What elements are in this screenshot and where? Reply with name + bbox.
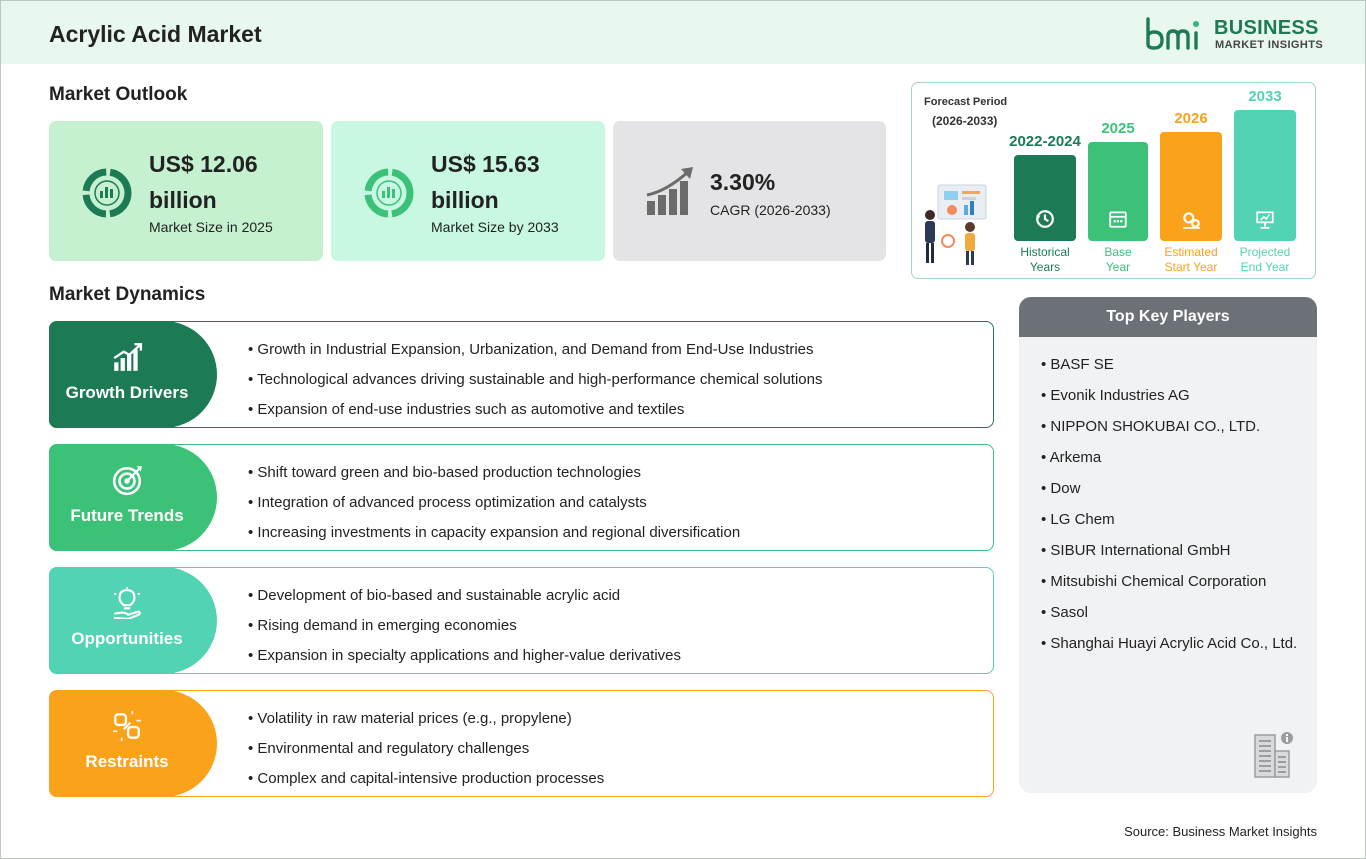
forecast-subtitle: (2026-2033): [932, 114, 998, 128]
dynamics-points: • Shift toward green and bio-based produ…: [248, 459, 740, 549]
forecast-label-0: Historical Years: [1020, 245, 1070, 274]
lightbulb-hand-icon: [113, 587, 141, 619]
player-item: • Sasol: [1041, 604, 1088, 621]
forecast-year-1: 2025: [1101, 120, 1135, 137]
list-item: • Technological advances driving sustain…: [248, 371, 823, 388]
dynamics-category-label: Future Trends: [70, 506, 184, 525]
player-item: • Dow: [1041, 480, 1081, 497]
dynamics-points: • Development of bio-based and sustainab…: [248, 582, 681, 672]
player-item: • Evonik Industries AG: [1041, 387, 1190, 404]
kpi-value: US$ 15.63 billion: [431, 151, 540, 213]
player-item: • NIPPON SHOKUBAI CO., LTD.: [1041, 418, 1261, 435]
logo-business-text: BUSINESS: [1214, 17, 1319, 39]
kpi-card-cagr: 3.30% CAGR (2026-2033): [613, 121, 886, 261]
gears-icon: [1183, 212, 1200, 229]
top-key-players-title: Top Key Players: [1019, 297, 1317, 337]
logo-market-insights-text: MARKET INSIGHTS: [1215, 39, 1324, 51]
growth-chart-icon: [113, 343, 143, 371]
forecast-title: Forecast Period: [924, 96, 1008, 108]
presentation-icon: [1256, 211, 1274, 229]
office-building-icon: [1254, 732, 1293, 778]
list-item: • Complex and capital-intensive producti…: [248, 770, 605, 787]
top-key-players-panel: Top Key Players • BASF SE • Evonik Indust…: [1019, 297, 1317, 793]
list-item: • Expansion in specialty applications an…: [248, 647, 682, 664]
dynamics-category-label: Opportunities: [71, 629, 183, 648]
forecast-bar-0: [1014, 155, 1076, 241]
forecast-bar-2: [1160, 132, 1222, 241]
list-item: • Shift toward green and bio-based produ…: [248, 464, 642, 481]
company-logo: BUSINESS MARKET INSIGHTS: [1144, 14, 1324, 54]
kpi-card-market-size-2033: US$ 15.63 billion Market Size by 2033: [331, 121, 605, 261]
people-analytics-illustration: [925, 184, 987, 265]
market-outlook-title: Market Outlook: [49, 84, 188, 105]
list-item: • Growth in Industrial Expansion, Urbani…: [248, 341, 814, 358]
dynamics-card-growth-drivers: Growth Drivers • Growth in Industrial Exp…: [49, 321, 994, 428]
dynamics-card-opportunities: Opportunities • Development of bio-based …: [49, 567, 994, 674]
player-item: • Mitsubishi Chemical Corporation: [1041, 573, 1267, 590]
dynamics-points: • Growth in Industrial Expansion, Urbani…: [248, 336, 822, 426]
donut-chart-icon: [364, 168, 414, 218]
dynamics-category-label: Growth Drivers: [65, 383, 189, 402]
dynamics-points: • Volatility in raw material prices (e.g…: [248, 705, 604, 795]
calendar-icon: [1109, 211, 1127, 228]
source-note: Source: Business Market Insights: [1124, 824, 1317, 839]
forecast-bar-3: [1234, 110, 1296, 241]
bmi-logo-icon: [1146, 17, 1199, 50]
player-item: • LG Chem: [1041, 511, 1115, 528]
list-item: • Environmental and regulatory challenge…: [248, 740, 530, 757]
target-icon: [112, 466, 142, 496]
kpi-label: Market Size in 2025: [149, 219, 273, 235]
dynamics-tab: Future Trends: [49, 444, 217, 551]
forecast-year-3: 2033: [1248, 88, 1282, 105]
player-item: • Arkema: [1041, 449, 1102, 466]
page-title: Acrylic Acid Market: [49, 21, 262, 47]
list-item: • Expansion of end-use industries such a…: [248, 401, 685, 418]
player-item: • Shanghai Huayi Acrylic Acid Co., Ltd.: [1041, 635, 1298, 652]
forecast-year-2: 2026: [1174, 110, 1208, 127]
dynamics-tab: Restraints: [49, 690, 217, 797]
kpi-card-market-size-2025: US$ 12.06 billion Market Size in 2025: [49, 121, 323, 261]
dynamics-tab: Growth Drivers: [49, 321, 217, 428]
forecast-year-0: 2022-2024: [1009, 133, 1081, 150]
player-item: • BASF SE: [1041, 356, 1114, 373]
dynamics-card-restraints: Restraints • Volatility in raw material p…: [49, 690, 994, 797]
market-dynamics-title: Market Dynamics: [49, 284, 206, 305]
list-item: • Rising demand in emerging economies: [248, 617, 517, 634]
growth-bar-chart-icon: [646, 167, 693, 215]
kpi-value: 3.30%: [710, 169, 776, 195]
forecast-label-2: Estimated Start Year: [1164, 245, 1218, 274]
broken-chain-icon: [113, 711, 141, 741]
dynamics-category-label: Restraints: [85, 752, 169, 771]
list-item: • Development of bio-based and sustainab…: [248, 587, 621, 604]
forecast-bar-1: [1088, 142, 1148, 241]
list-item: • Volatility in raw material prices (e.g…: [248, 710, 572, 727]
players-list: • BASF SE • Evonik Industries AG • NIPPON …: [1041, 349, 1297, 659]
history-clock-icon: [1036, 210, 1054, 228]
forecast-period-panel: Forecast Period (2026-2033) 2022-2024 His…: [911, 82, 1316, 279]
forecast-label-3: Projected End Year: [1239, 245, 1291, 274]
header-bar: Acrylic Acid Market BUSINESS MARKET INSI…: [1, 1, 1365, 64]
dynamics-tab: Opportunities: [49, 567, 217, 674]
dynamics-card-future-trends: Future Trends • Shift toward green and bi…: [49, 444, 994, 551]
kpi-label: Market Size by 2033: [431, 219, 559, 235]
forecast-label-1: Base Year: [1104, 245, 1132, 274]
list-item: • Integration of advanced process optimi…: [248, 494, 647, 511]
kpi-label: CAGR (2026-2033): [710, 202, 831, 218]
kpi-value: US$ 12.06 billion: [149, 151, 258, 213]
player-item: • SIBUR International GmbH: [1041, 542, 1231, 559]
list-item: • Increasing investments in capacity exp…: [248, 524, 741, 541]
donut-chart-icon: [82, 168, 132, 218]
